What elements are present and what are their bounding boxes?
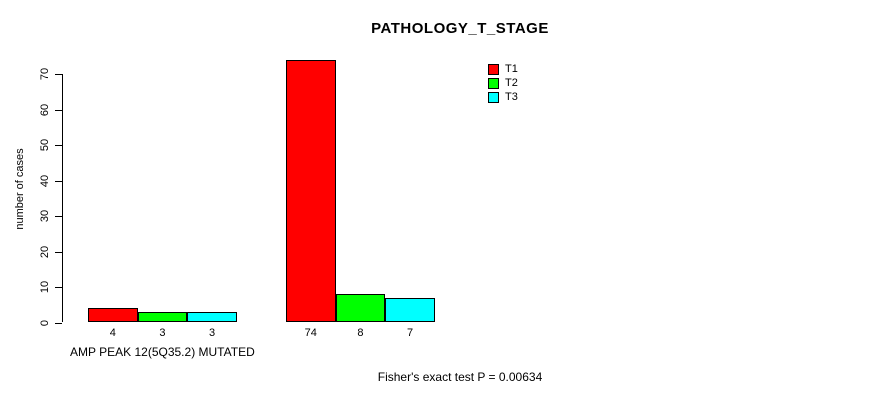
chart-title: PATHOLOGY_T_STAGE xyxy=(371,20,549,37)
fisher-test-annotation: Fisher's exact test P = 0.00634 xyxy=(377,370,543,384)
y-axis-tick-label: 20 xyxy=(39,245,51,258)
bar-t2-group1 xyxy=(137,311,188,323)
y-axis-tick-label: 60 xyxy=(39,103,51,117)
y-axis-tick xyxy=(55,216,62,218)
t1-color-swatch xyxy=(488,63,499,75)
y-axis-tick-label: 10 xyxy=(39,280,51,294)
y-axis-tick xyxy=(55,74,62,76)
legend: T1 T2 T3 xyxy=(488,62,518,104)
bar-value-label: 3 xyxy=(159,327,166,339)
bar-t3-group2 xyxy=(385,297,435,323)
y-axis-line xyxy=(62,74,63,323)
bar-t1-group2 xyxy=(286,60,336,323)
bar-t1-group1 xyxy=(88,308,138,323)
legend-item-t3: T3 xyxy=(488,90,518,104)
bar-value-label: 7 xyxy=(406,327,414,339)
bar-value-label: 8 xyxy=(357,327,364,339)
y-axis-title: number of cases xyxy=(14,148,26,230)
legend-label: T1 xyxy=(505,62,518,75)
legend-item-t1: T1 xyxy=(488,62,518,76)
y-axis-tick xyxy=(55,322,62,324)
t3-color-swatch xyxy=(488,91,499,103)
y-axis-tick xyxy=(55,109,62,111)
bar-t2-group2 xyxy=(335,294,386,323)
y-axis-tick-label: 70 xyxy=(39,68,51,81)
y-axis-tick-label: 30 xyxy=(39,210,51,223)
legend-item-t2: T2 xyxy=(488,76,518,90)
bar-t3-group1 xyxy=(187,311,237,323)
y-axis-tick xyxy=(55,145,62,147)
y-axis-tick-label: 40 xyxy=(39,174,51,187)
y-axis-tick xyxy=(55,180,62,182)
bar-value-label: 3 xyxy=(208,327,216,339)
legend-label: T3 xyxy=(505,90,518,103)
y-axis-tick-label: 50 xyxy=(39,139,51,152)
x-axis-group-label: AMP PEAK 12(5Q35.2) MUTATED xyxy=(70,345,255,359)
y-axis-tick xyxy=(55,287,62,289)
bar-value-label: 4 xyxy=(109,327,116,339)
bar-value-label: 74 xyxy=(304,327,317,339)
t2-color-swatch xyxy=(488,77,499,89)
y-axis-tick-label: 0 xyxy=(39,319,51,326)
legend-label: T2 xyxy=(505,76,518,89)
y-axis-tick xyxy=(55,251,62,253)
